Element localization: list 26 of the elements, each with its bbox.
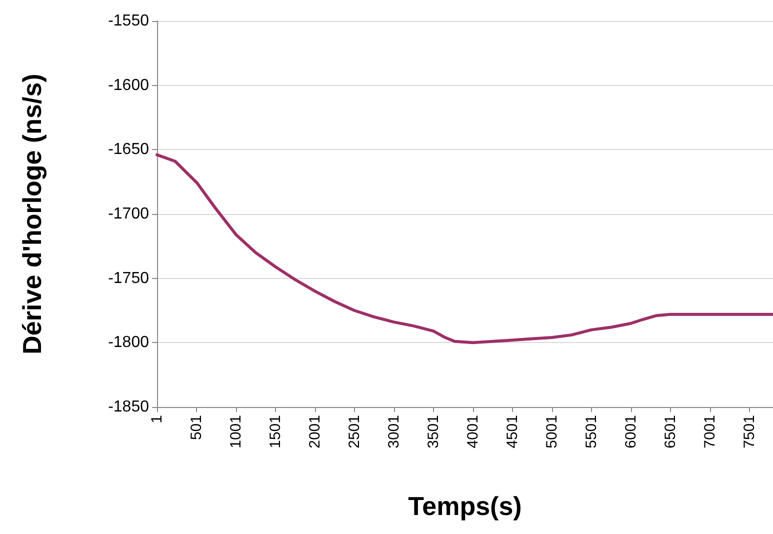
- x-tick-label: 3501: [424, 415, 442, 448]
- y-tick-label: -1700: [108, 206, 150, 222]
- y-tick-label: -1600: [108, 76, 150, 94]
- x-tick-label: 7001: [701, 415, 718, 448]
- x-tick-label: 3001: [385, 415, 402, 448]
- y-tick-label: -1750: [108, 270, 150, 287]
- x-tick-label: 5001: [543, 415, 560, 448]
- y-axis-title: Dérive d'horloge (ns/s): [17, 74, 47, 354]
- x-tick-label: 2001: [306, 415, 324, 448]
- x-axis-title: Temps(s): [408, 491, 522, 521]
- x-tick-label: 6001: [622, 415, 640, 448]
- x-tick-label: 1: [148, 415, 166, 424]
- y-tick-label: -1550: [108, 12, 150, 30]
- x-tick-label: 6501: [662, 415, 679, 448]
- line-series: [156, 153, 773, 344]
- x-tick-label: 4501: [504, 415, 521, 448]
- y-tick-label: -1850: [108, 398, 150, 416]
- x-tick-label: 4001: [464, 415, 482, 448]
- x-tick-label: 1001: [227, 415, 244, 448]
- y-tick-label: -1800: [108, 334, 150, 352]
- x-tick-label: 7501: [740, 415, 758, 448]
- y-tick-label: -1650: [108, 141, 150, 158]
- x-tick-label: 2501: [346, 415, 363, 448]
- x-tick-label: 1501: [266, 415, 284, 448]
- x-tick-label: 5501: [582, 415, 600, 448]
- x-tick-label: 501: [188, 415, 205, 440]
